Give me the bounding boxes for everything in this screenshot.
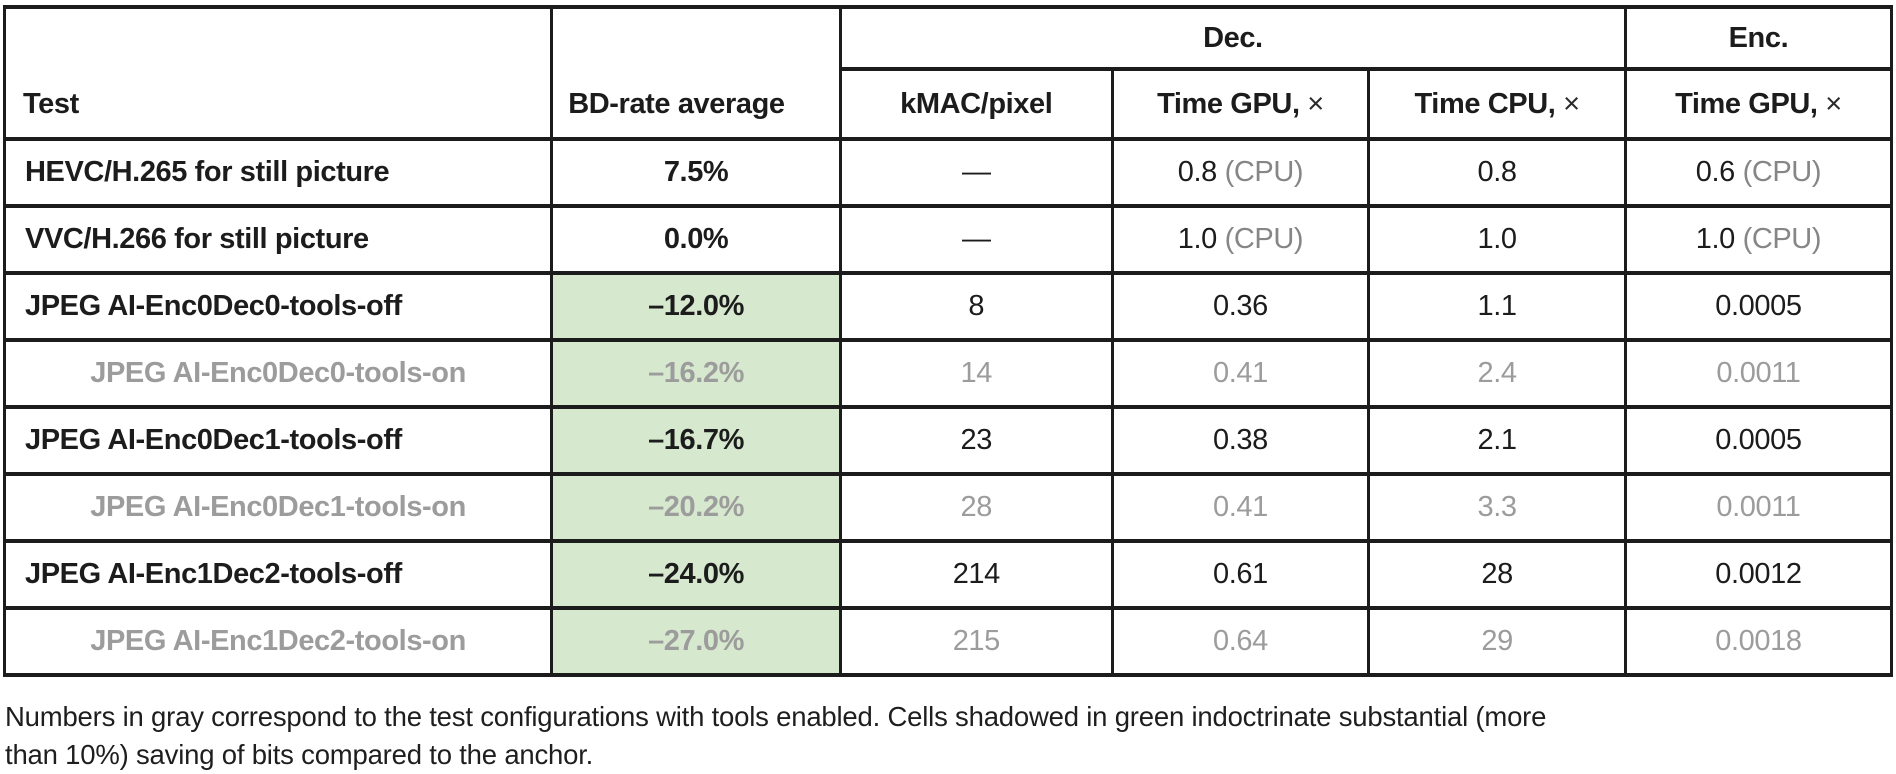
test-name: JPEG AI-Enc0Dec0-tools-off <box>2 271 554 342</box>
value: 1.0 <box>1695 223 1736 255</box>
enc-time-gpu-value: 0.0005 <box>1623 405 1894 476</box>
kmac-value: 28 <box>838 472 1114 543</box>
kmac-value: — <box>838 137 1114 208</box>
enc-time-gpu-value: 0.0011 <box>1623 472 1894 543</box>
kmac-value: 215 <box>838 606 1114 677</box>
multiplication-sign: × <box>1563 88 1580 120</box>
test-name: JPEG AI-Enc0Dec1-tools-on <box>2 472 554 543</box>
multiplication-sign: × <box>1825 88 1842 120</box>
col-header-enc-time-gpu: Time GPU, × <box>1623 67 1894 141</box>
table-row: JPEG AI-Enc1Dec2-tools-on –27.0% 215 0.6… <box>2 606 1894 677</box>
value: 0.8 <box>1177 156 1218 188</box>
col-header-dec-time-cpu-label: Time CPU, <box>1414 88 1556 120</box>
dec-time-gpu-value: 0.8 (CPU) <box>1110 137 1371 208</box>
dec-time-cpu-value: 28 <box>1367 539 1627 610</box>
cpu-note: (CPU) <box>1742 223 1822 255</box>
cpu-note: (CPU) <box>1224 156 1304 188</box>
enc-time-gpu-value: 0.0005 <box>1623 271 1894 342</box>
bdrate-value: –16.7% <box>550 405 842 476</box>
bdrate-value: –24.0% <box>550 539 842 610</box>
col-header-kmac-pixel: kMAC/pixel <box>838 67 1114 141</box>
test-name: HEVC/H.265 for still picture <box>2 137 554 208</box>
col-header-kmac-pixel-label: kMAC/pixel <box>900 88 1053 120</box>
dec-time-cpu-value: 1.1 <box>1367 271 1627 342</box>
value: 0.6 <box>1695 156 1736 188</box>
kmac-value: 23 <box>838 405 1114 476</box>
dec-time-cpu-value: 1.0 <box>1367 204 1627 275</box>
col-header-test: Test <box>2 5 554 141</box>
bdrate-value: 7.5% <box>550 137 842 208</box>
kmac-value: 214 <box>838 539 1114 610</box>
bdrate-value: –12.0% <box>550 271 842 342</box>
table-row: JPEG AI-Enc0Dec0-tools-off –12.0% 8 0.36… <box>2 271 1894 342</box>
dec-time-gpu-value: 0.64 <box>1110 606 1371 677</box>
col-group-enc: Enc. <box>1623 5 1894 71</box>
enc-time-gpu-value: 0.0012 <box>1623 539 1894 610</box>
enc-time-gpu-value: 0.0011 <box>1623 338 1894 409</box>
enc-time-gpu-value: 1.0 (CPU) <box>1623 204 1894 275</box>
multiplication-sign: × <box>1307 88 1324 120</box>
dec-time-gpu-value: 0.41 <box>1110 472 1371 543</box>
test-name: JPEG AI-Enc0Dec0-tools-on <box>2 338 554 409</box>
table-row: JPEG AI-Enc1Dec2-tools-off –24.0% 214 0.… <box>2 539 1894 610</box>
enc-time-gpu-value: 0.6 (CPU) <box>1623 137 1894 208</box>
bdrate-value: –16.2% <box>550 338 842 409</box>
cpu-note: (CPU) <box>1742 156 1822 188</box>
enc-time-gpu-value: 0.0018 <box>1623 606 1894 677</box>
dec-time-gpu-value: 0.41 <box>1110 338 1371 409</box>
col-group-dec: Dec. <box>838 5 1627 71</box>
kmac-value: — <box>838 204 1114 275</box>
dec-time-cpu-value: 0.8 <box>1367 137 1627 208</box>
table-row: JPEG AI-Enc0Dec1-tools-on –20.2% 28 0.41… <box>2 472 1894 543</box>
table-row: VVC/H.266 for still picture 0.0% — 1.0 (… <box>2 204 1894 275</box>
col-header-dec-time-gpu: Time GPU, × <box>1110 67 1371 141</box>
col-header-dec-time-gpu-label: Time GPU, <box>1157 88 1300 120</box>
dec-time-cpu-value: 3.3 <box>1367 472 1627 543</box>
dec-time-gpu-value: 0.38 <box>1110 405 1371 476</box>
bdrate-value: –20.2% <box>550 472 842 543</box>
test-name: VVC/H.266 for still picture <box>2 204 554 275</box>
col-header-bdrate: BD-rate average <box>550 5 842 141</box>
dec-time-cpu-value: 2.4 <box>1367 338 1627 409</box>
results-table: Test BD-rate average Dec. Enc. kMAC/pixe… <box>2 5 1894 677</box>
dec-time-gpu-value: 0.61 <box>1110 539 1371 610</box>
test-name: JPEG AI-Enc1Dec2-tools-on <box>2 606 554 677</box>
kmac-value: 14 <box>838 338 1114 409</box>
table-header: Test BD-rate average Dec. Enc. kMAC/pixe… <box>2 5 1894 141</box>
dec-time-gpu-value: 0.36 <box>1110 271 1371 342</box>
col-header-dec-time-cpu: Time CPU, × <box>1367 67 1627 141</box>
dec-time-cpu-value: 29 <box>1367 606 1627 677</box>
cpu-note: (CPU) <box>1224 223 1304 255</box>
table-row: HEVC/H.265 for still picture 7.5% — 0.8 … <box>2 137 1894 208</box>
value: 1.0 <box>1177 223 1218 255</box>
table-body: HEVC/H.265 for still picture 7.5% — 0.8 … <box>2 137 1894 677</box>
kmac-value: 8 <box>838 271 1114 342</box>
dec-time-gpu-value: 1.0 (CPU) <box>1110 204 1371 275</box>
test-name: JPEG AI-Enc1Dec2-tools-off <box>2 539 554 610</box>
col-header-enc-time-gpu-label: Time GPU, <box>1675 88 1818 120</box>
dec-time-cpu-value: 2.1 <box>1367 405 1627 476</box>
bdrate-value: –27.0% <box>550 606 842 677</box>
table-row: JPEG AI-Enc0Dec0-tools-on –16.2% 14 0.41… <box>2 338 1894 409</box>
table-footnote: Numbers in gray correspond to the test c… <box>5 701 1547 770</box>
test-name: JPEG AI-Enc0Dec1-tools-off <box>2 405 554 476</box>
table-row: JPEG AI-Enc0Dec1-tools-off –16.7% 23 0.3… <box>2 405 1894 476</box>
bdrate-value: 0.0% <box>550 204 842 275</box>
